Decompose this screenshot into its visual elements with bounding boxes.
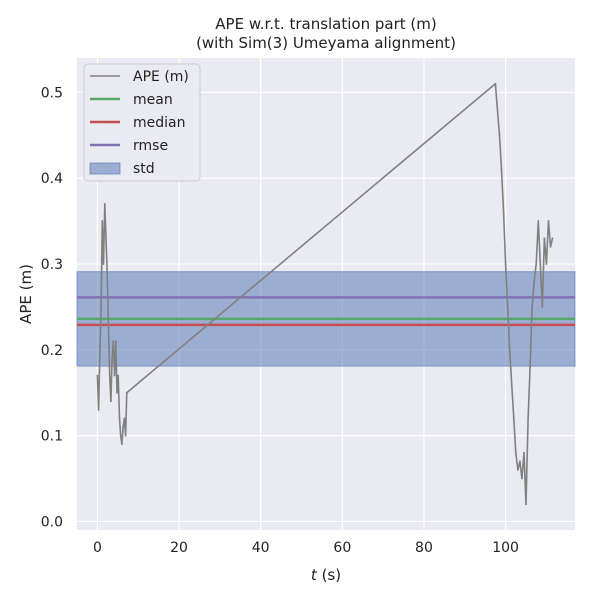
ape-point	[549, 245, 552, 248]
ape-point	[117, 374, 120, 377]
ape-point	[547, 220, 550, 222]
ape-point	[543, 237, 546, 240]
ape-point	[510, 383, 513, 386]
ape-point	[118, 417, 121, 420]
ape-point	[102, 263, 105, 265]
x-axis-label: t (s)	[311, 566, 341, 584]
ape-point	[124, 434, 127, 437]
ape-point	[537, 220, 540, 222]
y-tick-label: 0.5	[41, 85, 63, 101]
ape-point	[97, 408, 100, 411]
ape-point	[527, 417, 529, 420]
ape-point	[107, 323, 110, 325]
x-tick-label: 80	[415, 540, 433, 556]
ape-point	[506, 305, 509, 308]
ape-point	[123, 417, 126, 420]
ape-point	[122, 426, 125, 428]
x-tick-label: 100	[492, 540, 519, 556]
ape-point	[533, 280, 536, 283]
ape-point	[516, 469, 519, 471]
ape-point	[512, 417, 515, 420]
ape-point	[109, 400, 112, 403]
ape-point	[545, 263, 548, 265]
ape-point	[521, 477, 523, 480]
ape-point	[108, 374, 111, 377]
ape-point	[494, 82, 497, 85]
ape-point	[539, 263, 542, 265]
ape-point	[504, 263, 507, 265]
y-axis-label: APE (m)	[17, 264, 35, 324]
ape-point	[531, 305, 534, 308]
y-ticks: 0.0 0.1 0.2 0.3 0.4 0.5	[41, 85, 63, 530]
ape-point	[98, 348, 101, 351]
ape-point	[496, 108, 499, 111]
ape-point	[112, 340, 115, 343]
ape-point	[114, 340, 117, 343]
x-tick-label: 20	[170, 540, 188, 556]
legend-label-median: median	[133, 115, 185, 131]
stat-lines	[77, 296, 575, 327]
ape-point	[116, 391, 118, 394]
y-tick-label: 0.3	[41, 257, 63, 273]
x-tick-label: 0	[93, 540, 102, 556]
x-axis-label-var: t	[311, 566, 318, 584]
legend-label-rmse: rmse	[133, 138, 168, 154]
y-tick-label: 0.1	[41, 429, 63, 445]
ape-point	[502, 211, 505, 214]
ape-point	[535, 263, 538, 265]
x-axis-label-unit: (s)	[322, 566, 342, 584]
y-tick-label: 0.2	[41, 343, 63, 359]
ape-point	[525, 503, 527, 506]
ape-point	[518, 460, 521, 463]
ape-point	[101, 220, 104, 222]
ape-series	[96, 82, 554, 506]
ape-point	[119, 434, 122, 437]
ape-point	[541, 305, 544, 308]
ape-point	[500, 168, 503, 171]
legend-swatch-std	[89, 162, 121, 175]
legend-label-std: std	[133, 161, 155, 177]
ape-point	[498, 134, 501, 137]
ape-point	[508, 348, 511, 351]
ape-line	[96, 82, 554, 506]
x-ticks: 0 20 40 60 80 100	[93, 540, 519, 556]
ape-point	[106, 271, 109, 274]
legend: APE (m) mean median rmse std	[83, 63, 201, 182]
ape-point	[121, 443, 123, 446]
ape-point	[96, 374, 99, 377]
ape-point	[113, 374, 116, 377]
legend-frame	[83, 63, 201, 182]
y-tick-label: 0.4	[41, 171, 63, 187]
ape-point	[105, 237, 107, 240]
ape-point	[100, 305, 102, 308]
ape-point	[514, 451, 517, 454]
ape-point	[103, 202, 106, 205]
ape-point	[111, 357, 114, 360]
legend-label-mean: mean	[133, 92, 173, 108]
chart-subtitle: (with Sim(3) Umeyama alignment)	[196, 34, 456, 52]
ape-point	[551, 237, 554, 240]
ape-point	[529, 366, 531, 368]
y-tick-label: 0.0	[41, 514, 63, 530]
x-tick-label: 40	[252, 540, 270, 556]
chart-title: APE w.r.t. translation part (m)	[215, 15, 436, 33]
x-tick-label: 60	[333, 540, 351, 556]
ape-point	[125, 391, 128, 394]
legend-label-ape-m: APE (m)	[133, 69, 189, 85]
ape-point	[523, 451, 525, 454]
